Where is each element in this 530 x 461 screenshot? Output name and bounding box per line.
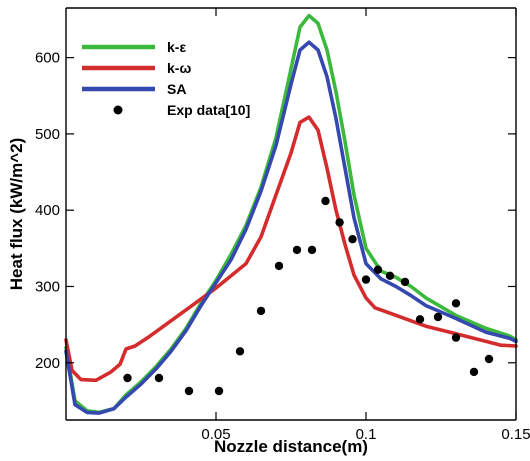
exp-data-point xyxy=(154,373,164,383)
exp-data-point xyxy=(184,386,194,396)
exp-data-point xyxy=(256,306,266,316)
series-line-1 xyxy=(64,115,518,383)
exp-data-point xyxy=(400,277,410,287)
y-tick-label: 500 xyxy=(35,126,60,143)
exp-data-point xyxy=(361,275,371,284)
legend-marker xyxy=(113,105,123,115)
exp-data-point xyxy=(373,265,383,274)
exp-data-point xyxy=(433,312,443,322)
exp-data-point xyxy=(335,218,344,227)
exp-data-point xyxy=(214,386,224,396)
exp-data-point xyxy=(123,373,132,383)
x-tick-label: 0.05 xyxy=(201,426,230,443)
exp-data-point xyxy=(415,315,425,324)
x-tick-label: 0.15 xyxy=(501,426,530,443)
exp-data-point xyxy=(451,333,461,342)
y-tick-label: 200 xyxy=(35,355,60,372)
series-line-0 xyxy=(64,13,518,415)
y-tick-label: 300 xyxy=(35,278,60,295)
exp-data-point xyxy=(235,347,245,356)
exp-data-point xyxy=(348,235,357,244)
legend-label-0: k-ε xyxy=(167,39,186,55)
exp-data-point xyxy=(321,196,330,206)
series-layer xyxy=(64,13,518,415)
exp-data-point xyxy=(385,271,395,280)
y-axis-label: Heat flux (kW/m^2) xyxy=(7,138,26,291)
y-tick-label: 600 xyxy=(35,50,60,67)
legend-label-3: Exp data[10] xyxy=(167,102,250,118)
exp-data-point xyxy=(451,299,461,308)
exp-data-point xyxy=(484,354,494,364)
x-axis-label: Nozzle distance(m) xyxy=(214,437,368,456)
legend: k-ε k-ω SA Exp data[10] xyxy=(82,39,250,118)
exp-data-point xyxy=(274,261,284,271)
ticks: 0.05 0.1 0.15 200 300 400 500 600 xyxy=(35,8,530,443)
x-tick-label: 0.1 xyxy=(356,426,377,443)
legend-label-1: k-ω xyxy=(167,60,191,76)
y-tick-label: 400 xyxy=(35,202,60,219)
exp-data-point xyxy=(469,367,479,377)
exp-data-point xyxy=(307,245,317,255)
series-line-2 xyxy=(64,40,518,415)
exp-data-point xyxy=(292,245,302,255)
legend-label-2: SA xyxy=(167,81,186,97)
axes xyxy=(65,7,517,421)
